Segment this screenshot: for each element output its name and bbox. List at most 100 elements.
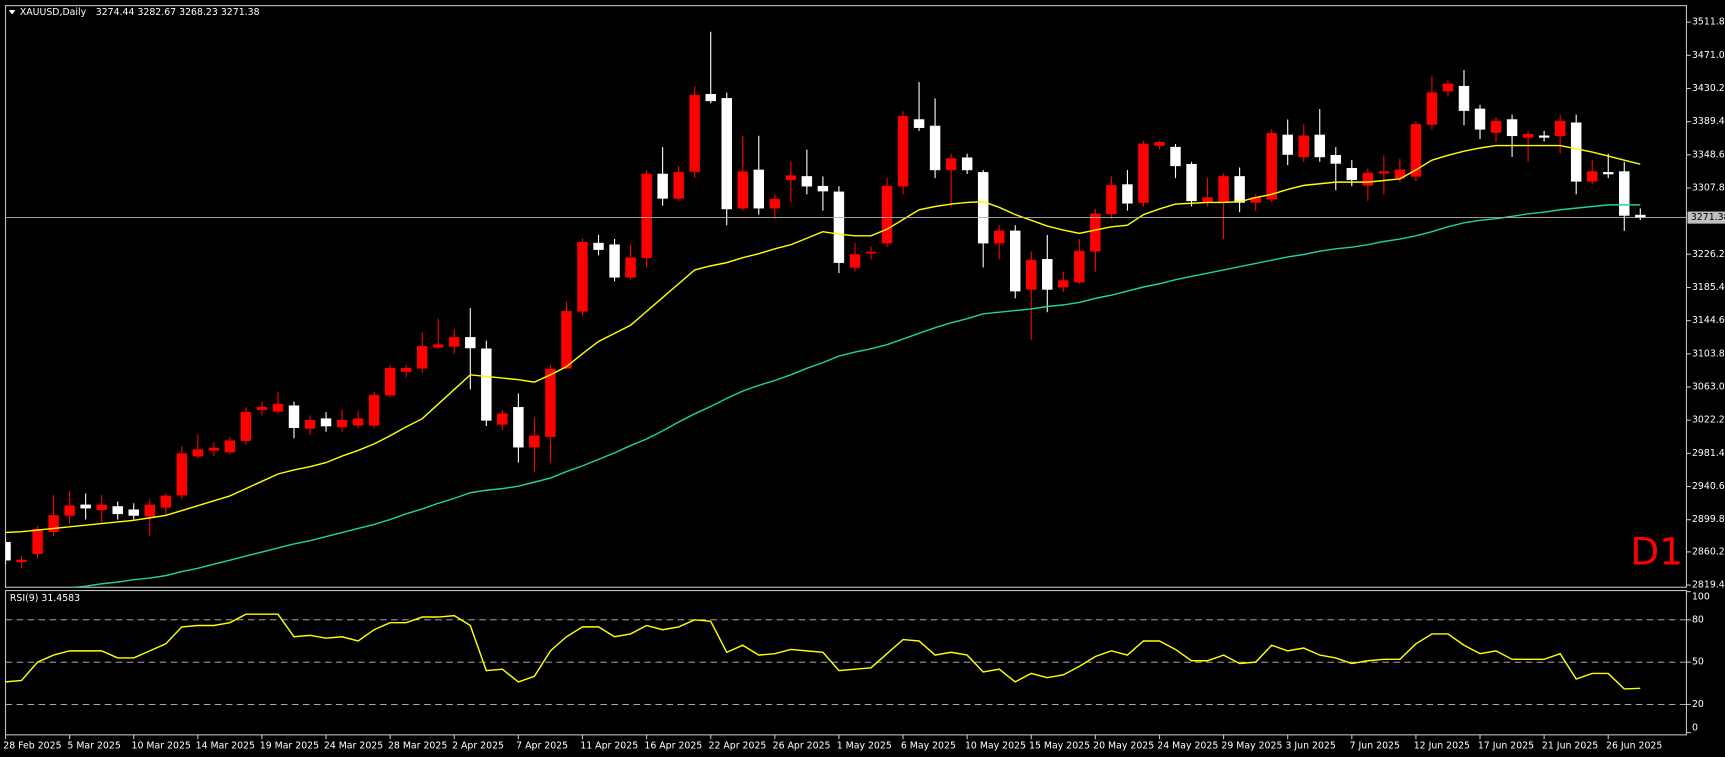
candle-body: [1138, 143, 1149, 203]
candle-body: [1458, 85, 1470, 111]
x-tick-label: 12 Jun 2025: [1414, 740, 1470, 751]
candle-body: [192, 449, 204, 457]
candle-body: [545, 368, 556, 437]
candle-body: [897, 116, 909, 187]
candle-body: [16, 559, 27, 563]
y-tick-label: 2940.60: [1692, 481, 1725, 492]
last-open: 3274.44: [96, 7, 135, 18]
candle-body: [400, 368, 412, 372]
candle-body: [1074, 250, 1085, 283]
x-tick-label: 1 May 2025: [837, 740, 892, 751]
candle-body: [1042, 259, 1053, 290]
candle-body: [1266, 133, 1277, 200]
candle-body: [5, 542, 11, 561]
x-tick-label: 28 Mar 2025: [388, 740, 447, 751]
rsi-last: 31.4583: [41, 593, 80, 604]
candle-body: [112, 506, 123, 515]
candle-body: [1170, 146, 1181, 167]
main-title: XAUUSD,Daily 3274.44 3282.67 3268.23 327…: [20, 7, 260, 18]
candle-body: [753, 169, 765, 209]
candle-body: [1362, 172, 1374, 186]
x-tick-label: 24 May 2025: [1157, 740, 1218, 751]
candle-body: [465, 337, 476, 349]
candle-body: [641, 173, 652, 259]
candle-body: [64, 505, 75, 516]
candle-body: [993, 230, 1005, 244]
candle-body: [817, 185, 829, 192]
candle-body: [881, 185, 893, 244]
candle-body: [657, 173, 668, 199]
candle-body: [609, 244, 620, 278]
x-tick-label: 26 Jun 2025: [1606, 740, 1662, 751]
candle-body: [1282, 134, 1293, 155]
menu-triangle: [8, 10, 16, 15]
x-tick-label: 14 Mar 2025: [196, 740, 255, 751]
candle-body: [1474, 108, 1486, 130]
candle-body: [48, 515, 59, 532]
rsi-line: [5, 613, 1641, 690]
candle-body: [433, 344, 444, 348]
price-plot: [5, 31, 1646, 588]
y-tick-label: 20: [1692, 699, 1704, 710]
x-tick-label: 6 May 2025: [901, 740, 956, 751]
candle-body: [1490, 120, 1502, 133]
candle-body: [593, 242, 604, 250]
y-tick-label: 3430.20: [1692, 83, 1725, 94]
x-tick-label: 21 Jun 2025: [1542, 740, 1598, 751]
candle-body: [1506, 119, 1518, 137]
candle-body: [1378, 171, 1390, 174]
y-tick-label: 3307.80: [1692, 182, 1725, 193]
x-tick-label: 28 Feb 2025: [3, 740, 61, 751]
rsi-name: RSI(9): [10, 593, 38, 604]
candle-body: [769, 198, 781, 209]
x-tick-label: 7 Apr 2025: [516, 740, 568, 751]
candle-body: [32, 528, 43, 554]
candle-body: [865, 251, 877, 254]
candle-body: [929, 125, 941, 171]
candle-body: [1603, 172, 1614, 175]
candle-body: [977, 172, 989, 244]
y-tick-label: 3185.40: [1692, 282, 1725, 293]
candle-body: [913, 119, 925, 128]
candle-body: [368, 394, 380, 426]
candle-body: [224, 440, 236, 453]
candle-body: [1346, 168, 1358, 180]
candle-body: [1234, 176, 1245, 203]
x-tick-label: 10 May 2025: [965, 740, 1026, 751]
candle-body: [1570, 122, 1582, 182]
x-tick-label: 29 May 2025: [1221, 740, 1282, 751]
candle-body: [513, 407, 524, 448]
x-tick-label: 2 Apr 2025: [452, 740, 504, 751]
candle-body: [1330, 155, 1342, 164]
y-tick-label: 100: [1692, 592, 1710, 603]
candle-body: [352, 418, 364, 426]
x-tick-label: 10 Mar 2025: [132, 740, 191, 751]
candle-body: [1410, 124, 1422, 177]
candle-body: [240, 411, 252, 441]
x-tick-label: 15 May 2025: [1029, 740, 1090, 751]
candle-body: [1218, 176, 1229, 203]
candle-body: [176, 453, 188, 496]
candle-body: [1122, 184, 1133, 204]
y-tick-label: 3022.20: [1692, 415, 1725, 426]
main-panel-frame: [4, 5, 1687, 588]
x-tick-label: 22 Apr 2025: [709, 740, 767, 751]
candle-body: [1426, 92, 1438, 125]
y-tick-label: 3144.60: [1692, 315, 1725, 326]
candle-body: [833, 191, 845, 263]
candle-body: [1058, 280, 1069, 288]
candle-body: [320, 418, 332, 427]
candle-body: [785, 175, 797, 180]
x-tick-label: 17 Jun 2025: [1478, 740, 1534, 751]
candle-body: [1314, 134, 1325, 158]
candle-body: [1586, 171, 1598, 182]
candle-body: [1298, 135, 1309, 158]
candle-body: [577, 242, 588, 312]
candle-body: [1202, 197, 1213, 203]
candle-body: [1090, 213, 1101, 252]
moving-average-line: [5, 144, 1641, 534]
candle-body: [1186, 163, 1197, 202]
x-tick-label: 24 Mar 2025: [324, 740, 383, 751]
